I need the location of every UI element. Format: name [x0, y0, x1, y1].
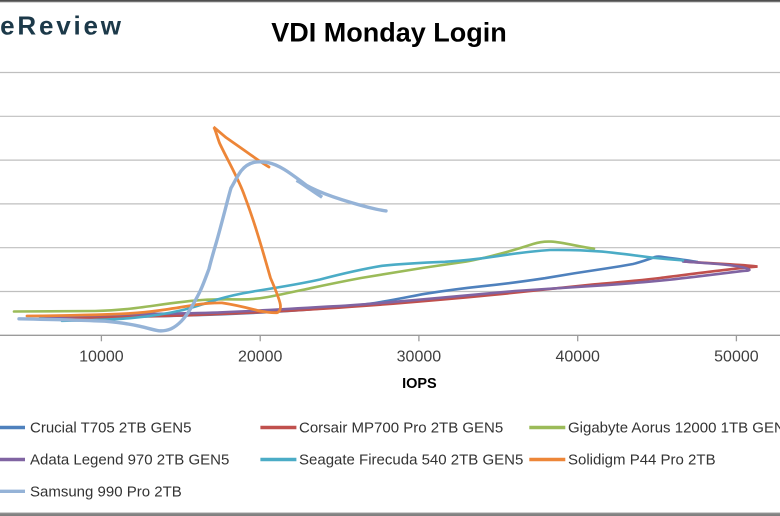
svg-text:IOPS: IOPS	[402, 376, 437, 392]
svg-text:Seagate Firecuda 540 2TB GEN5: Seagate Firecuda 540 2TB GEN5	[299, 452, 523, 469]
svg-text:40000: 40000	[555, 349, 600, 366]
svg-text:Gigabyte Aorus 12000 1TB GEN5: Gigabyte Aorus 12000 1TB GEN5	[568, 420, 780, 437]
svg-text:20000: 20000	[238, 349, 283, 366]
svg-text:Solidigm P44 Pro 2TB: Solidigm P44 Pro 2TB	[568, 452, 716, 469]
svg-text:10000: 10000	[79, 349, 124, 366]
svg-text:VDI Monday Login: VDI Monday Login	[271, 18, 507, 48]
svg-text:Crucial T705 2TB GEN5: Crucial T705 2TB GEN5	[30, 420, 191, 437]
svg-text:Corsair MP700 Pro 2TB GEN5: Corsair MP700 Pro 2TB GEN5	[299, 420, 503, 437]
svg-text:50000: 50000	[714, 349, 759, 366]
svg-text:30000: 30000	[397, 349, 442, 366]
svg-text:Samsung 990 Pro 2TB: Samsung 990 Pro 2TB	[30, 483, 182, 500]
svg-text:StorageReview: StorageReview	[0, 10, 124, 40]
svg-text:Adata Legend 970 2TB GEN5: Adata Legend 970 2TB GEN5	[30, 452, 229, 469]
